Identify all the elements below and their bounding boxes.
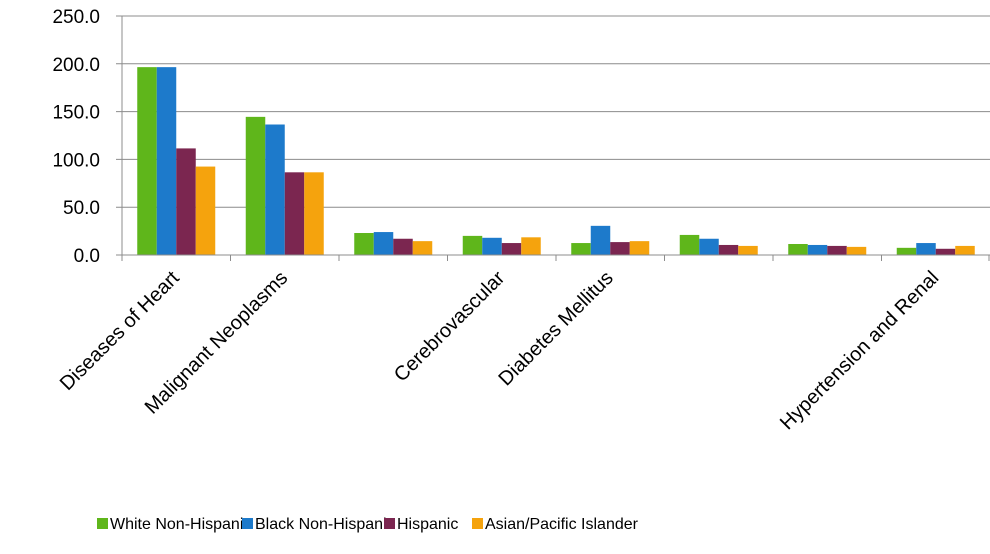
y-tick-label: 0.0 — [74, 246, 100, 267]
bar — [679, 234, 700, 255]
category-label: Diabetes Mellitus — [495, 267, 618, 390]
bar — [571, 243, 591, 255]
bar — [896, 247, 917, 255]
bar — [373, 232, 394, 255]
bars — [137, 67, 975, 255]
legend-item: Asian/Pacific Islander — [472, 516, 639, 533]
bar — [501, 243, 522, 255]
legend-item: Hispanic — [384, 516, 458, 533]
bar — [245, 116, 266, 255]
bar — [935, 248, 956, 255]
bar — [738, 245, 758, 255]
bar — [137, 67, 157, 255]
bar — [610, 242, 630, 255]
legend-item: White Non-Hispanic — [97, 516, 251, 533]
bar — [788, 244, 808, 255]
y-tick-label: 250.0 — [52, 7, 100, 28]
bar — [176, 148, 196, 255]
y-tick-label: 100.0 — [52, 150, 100, 171]
bar — [156, 67, 177, 255]
legend-label: White Non-Hispanic — [110, 516, 251, 533]
legend-label: Asian/Pacific Islander — [485, 516, 639, 533]
legend-item: Black Non-Hispanic — [242, 516, 395, 533]
bar — [718, 244, 739, 255]
legend-swatch — [472, 518, 483, 529]
legend-label: Black Non-Hispanic — [255, 516, 395, 533]
y-tick-label: 50.0 — [63, 198, 100, 219]
category-label: Hypertension and Renal — [776, 267, 943, 434]
bar — [955, 245, 975, 255]
bar — [846, 246, 867, 255]
bar — [827, 245, 847, 255]
bar — [916, 243, 936, 255]
bar — [462, 235, 483, 255]
legend-swatch — [242, 518, 253, 529]
bar — [629, 241, 650, 255]
bar — [354, 233, 374, 255]
legend-swatch — [97, 518, 108, 529]
legend: White Non-Hispanic Black Non-Hispanic Hisp… — [97, 516, 639, 533]
category-label: Cerebrovascular — [390, 267, 510, 387]
legend-label: Hispanic — [397, 516, 458, 533]
legend-swatch — [384, 518, 395, 529]
y-tick-label: 150.0 — [52, 103, 100, 124]
bar — [482, 237, 502, 255]
bar — [699, 238, 719, 255]
bar — [807, 244, 828, 255]
axes — [121, 16, 990, 261]
bar — [393, 238, 413, 255]
y-axis-tick-labels: 0.0 50.0 100.0 150.0 200.0 250.0 — [52, 7, 100, 267]
bar — [590, 225, 611, 255]
bar — [195, 166, 216, 255]
bar — [521, 237, 541, 255]
bar — [304, 172, 324, 255]
category-label: Diseases of Heart — [56, 267, 184, 395]
y-tick-label: 200.0 — [52, 55, 100, 76]
bar — [265, 124, 285, 255]
bar — [284, 172, 305, 255]
bar — [412, 241, 433, 255]
